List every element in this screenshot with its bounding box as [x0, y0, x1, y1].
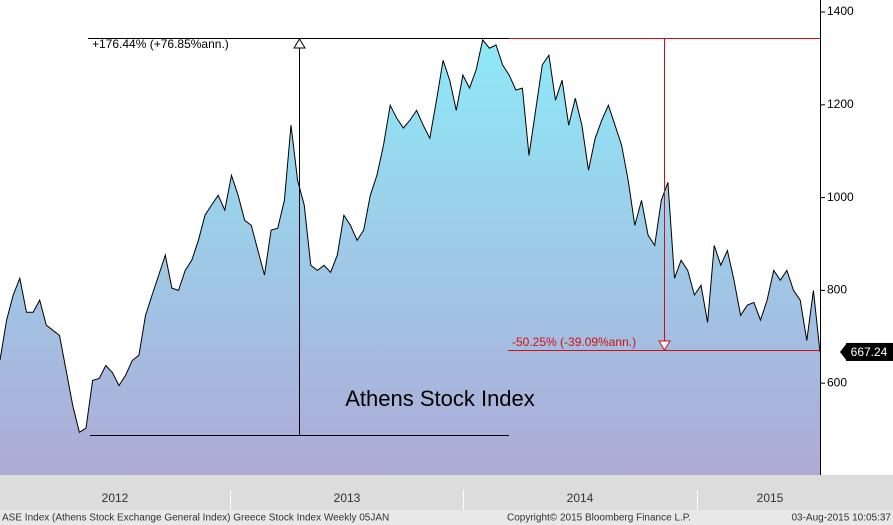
y-tick-label: 1200 — [827, 97, 854, 111]
last-value-box — [846, 342, 893, 361]
footer-source: ASE Index (Athens Stock Exchange General… — [2, 513, 389, 524]
rise-measure — [88, 38, 509, 436]
area — [0, 39, 820, 476]
y-tick-label: 800 — [827, 283, 847, 297]
last-value-pointer — [840, 342, 847, 361]
period-label: 2014 — [567, 491, 594, 505]
footer-copyright: Copyright© 2015 Bloomberg Finance L.P. — [507, 513, 691, 524]
footer-band — [0, 510, 893, 525]
chart-title: Athens Stock Index — [345, 386, 535, 411]
y-tick-label: 600 — [827, 375, 847, 389]
period-label: 2013 — [334, 491, 361, 505]
line — [0, 38, 821, 434]
period-label: 2015 — [757, 491, 784, 505]
period-separators — [230, 490, 698, 510]
period-band — [0, 475, 893, 510]
y-tick-label: 1400 — [827, 4, 854, 18]
last-value-label: 667.24 — [851, 345, 888, 359]
footer-date: 03-Aug-2015 10:05:37 — [791, 513, 891, 524]
fall-annotation: -50.25% (-39.09%ann.) — [512, 335, 636, 349]
period-label: 2012 — [102, 491, 129, 505]
fall-measure — [508, 38, 820, 351]
rise-annotation: +176.44% (+76.85%ann.) — [92, 37, 229, 51]
y-tick-label: 1000 — [827, 190, 854, 204]
